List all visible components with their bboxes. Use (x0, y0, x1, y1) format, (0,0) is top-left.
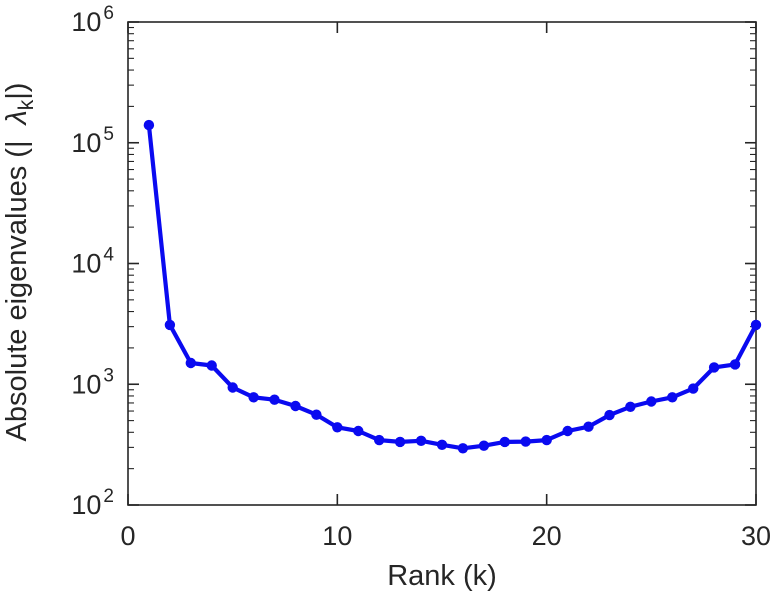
data-point-marker (520, 436, 531, 447)
plot-box (127, 21, 757, 506)
data-point-marker (311, 409, 322, 420)
x-tick-label: 30 (741, 521, 771, 551)
data-point-marker (604, 409, 615, 421)
y-tick-label: 10 5 (71, 124, 114, 158)
data-point-marker (353, 425, 364, 437)
data-point-marker (541, 434, 552, 446)
data-point-marker (478, 440, 490, 451)
data-point-marker (562, 425, 573, 437)
data-point-marker (374, 434, 385, 446)
y-axis-label-prefix: Absolute eigenvalues (| (1, 141, 33, 442)
data-series-line (146, 122, 759, 451)
x-tick-label: 20 (532, 521, 562, 551)
data-point-marker (269, 394, 280, 405)
data-point-marker (290, 400, 301, 412)
data-point-marker (688, 383, 699, 394)
data-point-marker (499, 436, 510, 448)
data-point-marker (227, 382, 238, 393)
data-point-marker (248, 392, 259, 403)
data-point-marker (164, 319, 176, 331)
data-point-marker (750, 319, 762, 331)
data-point-marker (332, 422, 343, 433)
data-point-marker (185, 357, 196, 369)
data-point-marker (667, 392, 678, 403)
data-point-marker (394, 436, 406, 448)
data-point-marker (206, 360, 217, 371)
x-axis-label: Rank (k) (387, 560, 497, 592)
y-tick-label: 10 6 (71, 3, 114, 37)
y-tick-label: 10 4 (71, 245, 114, 279)
data-point-marker (583, 421, 594, 432)
data-point-marker (625, 401, 636, 412)
y-tick-label: 10 2 (71, 486, 114, 520)
x-tick-label: 0 (120, 521, 135, 551)
data-point-marker (436, 439, 448, 450)
data-point-marker (729, 359, 741, 370)
y-axis-label-suffix: |) (1, 83, 33, 100)
data-point-marker (708, 362, 720, 373)
data-series-layer (143, 119, 762, 454)
axes-layer (127, 21, 757, 506)
data-point-marker (457, 443, 469, 454)
y-tick-label: 10 3 (71, 365, 114, 399)
lambda-subscript: k (15, 99, 38, 110)
data-point-marker (415, 435, 427, 446)
data-point-marker (646, 396, 657, 407)
data-point-marker (143, 119, 155, 131)
lambda-symbol: λ (1, 110, 33, 126)
y-axis-label: Absolute eigenvalues (| λk|) (1, 83, 38, 442)
x-tick-label: 10 (322, 521, 352, 551)
